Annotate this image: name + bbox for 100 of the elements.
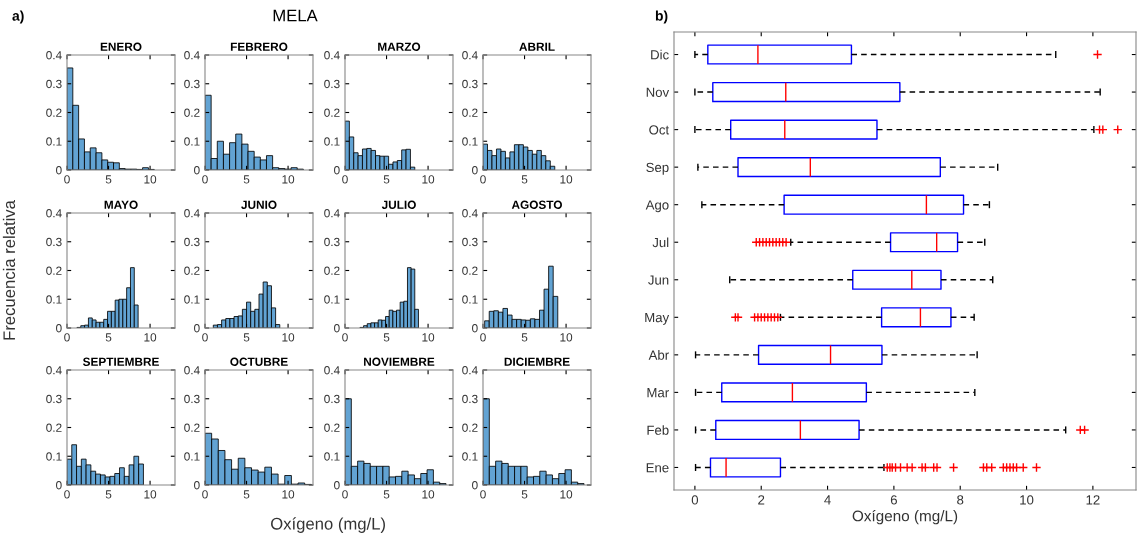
y-tick-label: 0.1: [46, 295, 62, 304]
chart-title: JUNIO: [241, 200, 277, 209]
y-tick-label: Nov: [646, 87, 670, 97]
x-tick-label: 10: [282, 333, 295, 342]
y-tick-label: 0.2: [46, 266, 62, 275]
y-tick-label: Oct: [649, 125, 670, 135]
x-tick-label: 4: [824, 495, 831, 505]
y-tick-label: 0: [472, 166, 478, 175]
x-tick-label: 5: [105, 333, 112, 342]
y-tick-label: 0: [56, 166, 62, 175]
y-tick-label: 0: [334, 166, 340, 175]
x-tick-label: 5: [383, 490, 390, 499]
y-tick-label: 0.3: [46, 79, 62, 89]
chart-title: SEPTIEMBRE: [82, 357, 159, 366]
y-tick-label: 0.3: [462, 394, 478, 404]
y-tick-label: Mar: [647, 388, 669, 398]
x-tick-label: 10: [560, 490, 573, 499]
x-tick-label: 5: [243, 175, 250, 184]
y-tick-label: 0: [194, 166, 200, 175]
text: a): [12, 10, 24, 24]
x-tick-label: 5: [521, 333, 528, 342]
chart-title: JULIO: [381, 200, 416, 209]
y-tick-label: 0.3: [324, 79, 340, 89]
x-tick-label: 5: [521, 490, 528, 499]
chart-title: ABRIL: [519, 42, 555, 51]
y-tick-label: 0: [194, 481, 200, 490]
x-tick-label: 10: [422, 490, 435, 499]
y-tick-label: 0.4: [46, 209, 62, 218]
x-tick-label: 5: [105, 490, 112, 499]
y-tick-label: 0.2: [462, 423, 478, 432]
y-tick-label: 0.2: [324, 266, 340, 275]
y-tick-label: 0.1: [462, 452, 478, 461]
x-tick-label: 5: [243, 333, 250, 342]
y-tick-label: 0.2: [184, 266, 200, 275]
x-tick-label: 0: [480, 490, 486, 499]
y-tick-label: 0: [56, 324, 62, 333]
y-tick-label: 0: [194, 324, 200, 333]
x-tick-label: 10: [422, 333, 435, 342]
y-tick-label: 0.2: [462, 266, 478, 275]
chart-title: NOVIEMBRE: [364, 357, 435, 366]
chart-title: MARZO: [378, 42, 421, 51]
y-tick-label: Feb: [647, 425, 669, 435]
chart-title: FEBRERO: [230, 42, 288, 51]
chart-title: ENERO: [100, 42, 142, 51]
y-tick-label: May: [645, 313, 670, 325]
x-tick-label: 10: [144, 490, 157, 499]
y-tick-label: 0.4: [324, 51, 340, 60]
y-tick-label: 0.3: [462, 237, 478, 247]
x-axis-title: Oxígeno (mg/L): [852, 509, 958, 525]
y-tick-label: 0.1: [462, 295, 478, 304]
x-tick-label: 0: [64, 333, 70, 342]
x-tick-label: 10: [422, 175, 435, 184]
y-tick-label: 0.2: [184, 423, 200, 432]
x-tick-label: 10: [1020, 495, 1034, 505]
x-tick-label: 2: [758, 495, 765, 505]
x-tick-label: 10: [560, 333, 573, 342]
x-tick-label: 5: [521, 175, 528, 184]
y-tick-label: 0.2: [462, 108, 478, 117]
y-tick-label: 0.2: [324, 108, 340, 117]
y-tick-label: 0.3: [184, 394, 200, 404]
y-tick-label: Dic: [651, 49, 669, 60]
x-tick-label: 0: [202, 490, 208, 499]
x-tick-label: 0: [202, 175, 208, 184]
x-tick-label: 10: [282, 175, 295, 184]
y-tick-label: 0.2: [46, 108, 62, 117]
y-tick-label: Jul: [652, 237, 669, 248]
x-tick-label: 0: [202, 333, 208, 342]
y-tick-label: 0.1: [184, 295, 200, 304]
y-tick-label: 0: [472, 481, 478, 490]
y-tick-label: Ene: [646, 463, 669, 473]
y-tick-label: 0.1: [46, 452, 62, 461]
x-tick-label: 5: [243, 490, 250, 499]
y-tick-label: 0.1: [324, 295, 340, 304]
y-tick-label: 0.3: [184, 237, 200, 247]
y-tick-label: 0.4: [462, 366, 478, 375]
x-tick-label: 5: [105, 175, 112, 184]
x-tick-label: 12: [1086, 495, 1100, 505]
y-tick-label: 0: [334, 481, 340, 490]
y-tick-label: 0.3: [324, 237, 340, 247]
x-tick-label: 0: [342, 490, 348, 499]
y-tick-label: 0.1: [184, 137, 200, 146]
y-tick-label: 0.3: [46, 394, 62, 404]
x-tick-label: 10: [144, 175, 157, 184]
x-tick-label: 0: [64, 175, 70, 184]
y-tick-label: 0.4: [184, 51, 200, 60]
y-tick-label: 0.2: [184, 108, 200, 117]
x-tick-label: 0: [342, 175, 348, 184]
y-tick-label: 0.3: [184, 79, 200, 89]
y-tick-label: 0.4: [462, 51, 478, 60]
y-tick-label: 0.2: [324, 423, 340, 432]
x-tick-label: 5: [383, 175, 390, 184]
x-tick-label: 0: [480, 175, 486, 184]
y-tick-label: 0.2: [46, 423, 62, 432]
text: b): [655, 10, 668, 24]
y-tick-label: 0.1: [324, 137, 340, 146]
y-tick-label: 0.1: [324, 452, 340, 461]
y-tick-label: 0.4: [184, 366, 200, 375]
x-tick-label: 0: [64, 490, 70, 499]
chart-title: OCTUBRE: [230, 357, 288, 366]
x-tick-label: 8: [957, 495, 964, 505]
